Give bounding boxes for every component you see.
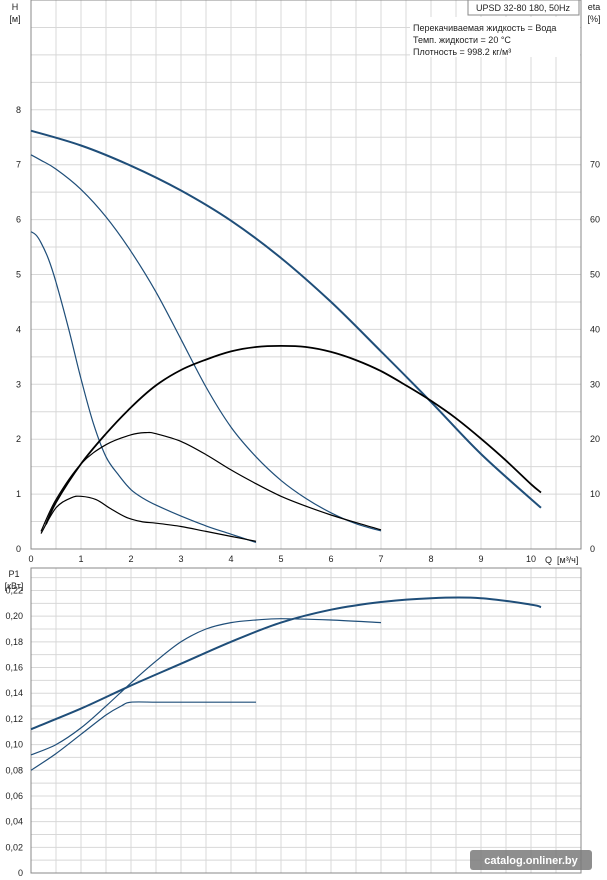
power-curve-0 bbox=[30, 596, 542, 731]
y2-tick-label: 30 bbox=[590, 379, 600, 389]
hq-series bbox=[30, 129, 542, 543]
p1-tick-label: 0,08 bbox=[5, 765, 23, 775]
p1-tick-label: 0,18 bbox=[5, 637, 23, 647]
head-curve-2 bbox=[30, 231, 257, 543]
p1-tick-label: 0,04 bbox=[5, 817, 23, 827]
x-tick-label: 6 bbox=[328, 554, 333, 564]
medium-info: Перекачиваемая жидкость = Вода Темп. жид… bbox=[410, 17, 580, 57]
medium-info-density: Плотность = 998.2 кг/м³ bbox=[413, 47, 511, 57]
medium-info-bg bbox=[410, 17, 580, 57]
power-plot-frame bbox=[30, 567, 582, 874]
hq-plot-frame bbox=[30, 0, 582, 550]
x-axis-unit: [м³/ч] bbox=[557, 555, 578, 565]
x-tick-label: 1 bbox=[78, 554, 83, 564]
y-axis-label: H bbox=[12, 2, 19, 12]
y-tick-label: 1 bbox=[16, 489, 21, 499]
y-tick-label: 0 bbox=[16, 544, 21, 554]
hq-tick-labels: 0 1 2 3 4 5 6 7 8 9 10 0 1 2 3 4 5 6 7 8 0 10 20 30 40 50 60 70 bbox=[16, 105, 600, 564]
y2-axis-unit: [%] bbox=[587, 14, 600, 24]
y-tick-label: 7 bbox=[16, 160, 21, 170]
y-axis-unit: [м] bbox=[9, 14, 20, 24]
y2-tick-label: 60 bbox=[590, 215, 600, 225]
x-tick-label: 3 bbox=[178, 554, 183, 564]
p1-tick-label: 0,10 bbox=[5, 740, 23, 750]
chart-title: UPSD 32-80 180, 50Hz bbox=[476, 3, 571, 13]
medium-info-temp: Темп. жидкости = 20 °C bbox=[413, 35, 511, 45]
p1-axis-label: P1 bbox=[8, 569, 19, 579]
x-tick-label: 5 bbox=[278, 554, 283, 564]
p1-tick-label: 0,12 bbox=[5, 714, 23, 724]
p1-tick-label: 0,14 bbox=[5, 688, 23, 698]
watermark: catalog.onliner.by bbox=[470, 850, 592, 870]
y-tick-label: 2 bbox=[16, 434, 21, 444]
p1-tick-label: 0,06 bbox=[5, 791, 23, 801]
x-axis-label: Q bbox=[545, 555, 552, 565]
title-box bbox=[467, 0, 580, 16]
y2-tick-label: 70 bbox=[590, 160, 600, 170]
efficiency-curve-4 bbox=[40, 431, 382, 532]
y2-axis-label: eta bbox=[588, 2, 601, 12]
efficiency-curve-5 bbox=[40, 495, 257, 542]
y2-tick-label: 50 bbox=[590, 270, 600, 280]
y-tick-label: 3 bbox=[16, 379, 21, 389]
power-grid bbox=[31, 568, 581, 873]
x-tick-label: 0 bbox=[28, 554, 33, 564]
y-tick-label: 4 bbox=[16, 324, 21, 334]
p1-axis-unit: [кВт] bbox=[5, 581, 24, 591]
x-tick-label: 10 bbox=[526, 554, 536, 564]
p1-tick-label: 0 bbox=[18, 868, 23, 878]
p1-tick-label: 0,02 bbox=[5, 842, 23, 852]
p1-tick-label: 0,16 bbox=[5, 663, 23, 673]
x-tick-label: 8 bbox=[428, 554, 433, 564]
y-tick-label: 6 bbox=[16, 215, 21, 225]
y2-tick-label: 20 bbox=[590, 434, 600, 444]
y-tick-label: 5 bbox=[16, 270, 21, 280]
watermark-bg bbox=[470, 850, 592, 870]
p1-tick-label: 0,22 bbox=[5, 585, 23, 595]
hq-grid bbox=[31, 0, 581, 549]
p1-tick-label: 0,20 bbox=[5, 611, 23, 621]
head-curve-0 bbox=[30, 129, 542, 509]
x-tick-label: 4 bbox=[228, 554, 233, 564]
medium-info-liquid: Перекачиваемая жидкость = Вода bbox=[413, 23, 556, 33]
x-tick-label: 7 bbox=[378, 554, 383, 564]
power-tick-labels: 0 0,02 0,04 0,06 0,08 0,10 0,12 0,14 0,16 0,18 0,2… bbox=[5, 585, 23, 878]
x-tick-label: 2 bbox=[128, 554, 133, 564]
power-series bbox=[30, 596, 542, 771]
power-curve-1 bbox=[30, 618, 382, 756]
y2-tick-label: 0 bbox=[590, 544, 595, 554]
y2-tick-label: 40 bbox=[590, 324, 600, 334]
x-tick-label: 9 bbox=[478, 554, 483, 564]
power-curve-2 bbox=[30, 701, 256, 771]
watermark-text: catalog.onliner.by bbox=[484, 855, 578, 867]
y2-tick-label: 10 bbox=[590, 489, 600, 499]
efficiency-curve-3 bbox=[45, 345, 542, 525]
y-tick-label: 8 bbox=[16, 105, 21, 115]
